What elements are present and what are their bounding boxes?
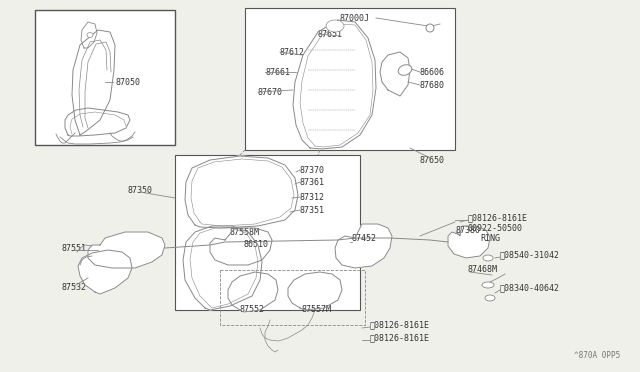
Text: 87532: 87532 [62, 283, 87, 292]
Text: 87557M: 87557M [302, 305, 332, 314]
Ellipse shape [326, 20, 344, 32]
Text: 86606: 86606 [420, 67, 445, 77]
Text: 87612: 87612 [280, 48, 305, 57]
Text: 87468M: 87468M [468, 266, 498, 275]
Text: 87552: 87552 [240, 305, 265, 314]
Bar [220, 270, 365, 325]
Text: 87650: 87650 [420, 155, 445, 164]
Ellipse shape [87, 32, 93, 38]
Text: 87661: 87661 [265, 67, 290, 77]
Polygon shape [78, 250, 132, 294]
Polygon shape [380, 52, 410, 96]
Polygon shape [288, 272, 342, 310]
Text: Ⓢ08540-31042: Ⓢ08540-31042 [500, 250, 560, 260]
Polygon shape [183, 226, 262, 310]
Text: ^870A 0PP5: ^870A 0PP5 [573, 351, 620, 360]
Text: Ⓑ08126-8161E: Ⓑ08126-8161E [468, 214, 528, 222]
Ellipse shape [426, 24, 434, 32]
Text: 87370: 87370 [300, 166, 325, 174]
Text: 00922-50500: 00922-50500 [468, 224, 523, 232]
Text: 87050: 87050 [115, 77, 140, 87]
Polygon shape [293, 20, 376, 149]
Polygon shape [65, 108, 130, 136]
Text: RING: RING [480, 234, 500, 243]
Text: 87350: 87350 [128, 186, 153, 195]
Text: 87452: 87452 [352, 234, 377, 243]
Text: 87312: 87312 [300, 192, 325, 202]
Text: 87000J: 87000J [340, 13, 370, 22]
Ellipse shape [483, 255, 493, 261]
Ellipse shape [398, 65, 412, 75]
Polygon shape [448, 226, 490, 258]
Text: 86510: 86510 [244, 240, 269, 248]
Polygon shape [335, 224, 392, 268]
Polygon shape [185, 156, 298, 228]
Text: 87670: 87670 [258, 87, 283, 96]
Text: Ⓢ08340-40642: Ⓢ08340-40642 [500, 283, 560, 292]
Text: Ⓑ08126-8161E: Ⓑ08126-8161E [370, 334, 430, 343]
Ellipse shape [482, 282, 494, 288]
Bar [245, 8, 455, 150]
Bar [35, 10, 175, 145]
Polygon shape [72, 30, 115, 135]
Text: Ⓑ08126-8161E: Ⓑ08126-8161E [370, 321, 430, 330]
Text: 87680: 87680 [420, 80, 445, 90]
Ellipse shape [485, 295, 495, 301]
Text: 87361: 87361 [300, 177, 325, 186]
Bar [175, 155, 360, 310]
Polygon shape [210, 228, 272, 265]
Text: 87380: 87380 [456, 225, 481, 234]
Polygon shape [228, 272, 278, 312]
Text: 87351: 87351 [300, 205, 325, 215]
Text: 87551: 87551 [62, 244, 87, 253]
Text: 87651: 87651 [318, 29, 343, 38]
Polygon shape [88, 232, 165, 268]
Text: 87558M: 87558M [230, 228, 260, 237]
Polygon shape [81, 22, 97, 48]
